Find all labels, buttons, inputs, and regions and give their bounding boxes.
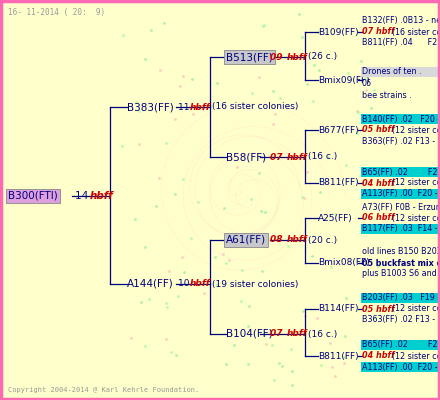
Text: hbff: hbff [190, 102, 211, 112]
Text: (12 sister colonies): (12 sister colonies) [392, 214, 440, 222]
Text: B114(FF): B114(FF) [318, 304, 359, 314]
Text: 04 hbff: 04 hbff [362, 178, 397, 188]
Text: B132(FF) .0B13 - new buckfast: B132(FF) .0B13 - new buckfast [362, 16, 440, 26]
Text: (12 sister colonies): (12 sister colonies) [392, 352, 440, 360]
Text: A113(FF) .00  F20 - Sinop62R: A113(FF) .00 F20 - Sinop62R [362, 190, 440, 198]
Text: 07: 07 [270, 330, 286, 338]
Text: hbff: hbff [287, 330, 308, 338]
Text: old lines B150 B202 . no more: old lines B150 B202 . no more [362, 248, 440, 256]
Text: A25(FF): A25(FF) [318, 214, 353, 222]
Text: B363(FF) .02 F13 - Longos77R: B363(FF) .02 F13 - Longos77R [362, 316, 440, 324]
Text: (20 c.): (20 c.) [308, 236, 337, 244]
Text: plus B1003 S6 and A1B6 more: plus B1003 S6 and A1B6 more [362, 270, 440, 278]
Text: 04 hbff: 04 hbff [362, 352, 397, 360]
Text: bee strains .           no more: bee strains . no more [362, 92, 440, 100]
Text: 05 buckfast mix of drones: 05 buckfast mix of drones [362, 258, 440, 268]
Text: hbff: hbff [287, 152, 308, 162]
Text: B363(FF) .02 F13 - Longos77R: B363(FF) .02 F13 - Longos77R [362, 136, 440, 146]
Text: (12 sister colonies): (12 sister colonies) [392, 178, 440, 188]
Text: B65(FF) .02        F26 - B-xx43: B65(FF) .02 F26 - B-xx43 [362, 168, 440, 176]
Text: (12 sister colonies): (12 sister colonies) [392, 304, 440, 314]
Text: 06 hbff: 06 hbff [362, 214, 397, 222]
Text: hbff: hbff [190, 280, 211, 288]
Text: (19 sister colonies): (19 sister colonies) [212, 280, 298, 288]
Text: B58(FF): B58(FF) [226, 152, 266, 162]
Text: B65(FF) .02        F26 - B-xx43: B65(FF) .02 F26 - B-xx43 [362, 340, 440, 350]
Text: B300(FTI): B300(FTI) [8, 191, 58, 201]
Text: 09: 09 [270, 52, 286, 62]
Text: (16 sister colonies): (16 sister colonies) [392, 28, 440, 36]
Text: 10: 10 [178, 280, 192, 288]
Text: B811(FF) .04      F27 - B-xx43: B811(FF) .04 F27 - B-xx43 [362, 38, 440, 48]
Text: hbff: hbff [287, 236, 308, 244]
Text: A73(FF) F0B - ErzurumEgg86R: A73(FF) F0B - ErzurumEgg86R [362, 202, 440, 212]
Text: 14: 14 [75, 191, 92, 201]
Text: Copyright 2004-2014 @ Karl Kehrle Foundation.: Copyright 2004-2014 @ Karl Kehrle Founda… [8, 387, 199, 393]
Text: B117(FF) .03  F14 - Adami75R: B117(FF) .03 F14 - Adami75R [362, 224, 440, 234]
Text: 07 hbff: 07 hbff [362, 28, 397, 36]
Text: 11: 11 [178, 102, 192, 112]
Text: (16 c.): (16 c.) [308, 330, 337, 338]
Text: 06: 06 [362, 80, 372, 88]
Text: A61(FF): A61(FF) [226, 235, 266, 245]
Text: B203(FF) .03   F19 - Sinop62R: B203(FF) .03 F19 - Sinop62R [362, 294, 440, 302]
Text: Drones of ten .        no more: Drones of ten . no more [362, 68, 440, 76]
Text: (16 c.): (16 c.) [308, 152, 337, 162]
Text: (26 c.): (26 c.) [308, 52, 337, 62]
Text: hbff: hbff [287, 52, 308, 62]
Text: B140(FF) .02   F20 - Sinop62R: B140(FF) .02 F20 - Sinop62R [362, 114, 440, 124]
Text: B811(FF): B811(FF) [318, 178, 359, 188]
Text: Bmix09(FF): Bmix09(FF) [318, 76, 370, 84]
Text: B383(FF): B383(FF) [127, 102, 174, 112]
Text: B104(FF): B104(FF) [226, 329, 273, 339]
Text: B677(FF): B677(FF) [318, 126, 359, 134]
Text: B513(FF): B513(FF) [226, 52, 273, 62]
Text: 05 hbff: 05 hbff [362, 126, 397, 134]
Text: A113(FF) .00  F20 - Sinop62R: A113(FF) .00 F20 - Sinop62R [362, 362, 440, 372]
Text: B811(FF): B811(FF) [318, 352, 359, 360]
Text: (12 sister colonies): (12 sister colonies) [392, 126, 440, 134]
Text: A144(FF): A144(FF) [127, 279, 174, 289]
Text: 05 hbff: 05 hbff [362, 304, 397, 314]
Text: 16- 11-2014 ( 20:  9): 16- 11-2014 ( 20: 9) [8, 8, 105, 17]
Text: 08: 08 [270, 236, 286, 244]
Text: hbff: hbff [90, 191, 114, 201]
Text: 07: 07 [270, 152, 286, 162]
Text: Bmix08(FF): Bmix08(FF) [318, 258, 370, 268]
Text: B109(FF): B109(FF) [318, 28, 359, 36]
Text: (16 sister colonies): (16 sister colonies) [212, 102, 298, 112]
